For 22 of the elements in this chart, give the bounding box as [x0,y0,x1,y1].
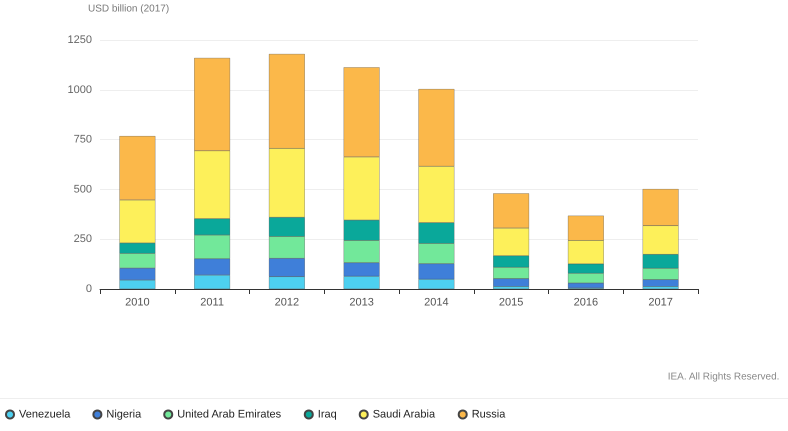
text: IEA. All Rights Reserved. [668,372,780,382]
y-tick-label: 0 [86,283,92,295]
x-tick-label: 2015 [498,296,524,308]
y-tick-label: 1250 [68,34,92,46]
x-tick-label: 2010 [125,296,150,308]
legend-label: Iraq [318,408,337,420]
y-tick-label: 500 [74,183,92,196]
legend-label: United Arab Emirates [177,408,282,420]
y-tick-label: 750 [74,134,92,146]
x-tick-label: 2012 [274,296,300,308]
x-tick-label: 2011 [200,296,224,308]
legend-label: Saudi Arabia [372,408,436,420]
y-tick-label: 250 [74,233,92,246]
x-tick-label: 2017 [648,296,673,308]
x-tick-label: 2013 [349,296,374,308]
x-tick-label: 2016 [574,296,598,308]
legend-label: Venezuela [19,408,72,420]
x-tick-label: 2014 [424,296,449,308]
legend-label: Russia [472,408,506,420]
y-tick-label: 1000 [68,84,92,96]
y-axis-title: USD billion (2017) [88,4,170,14]
legend-label: Nigeria [106,408,142,420]
